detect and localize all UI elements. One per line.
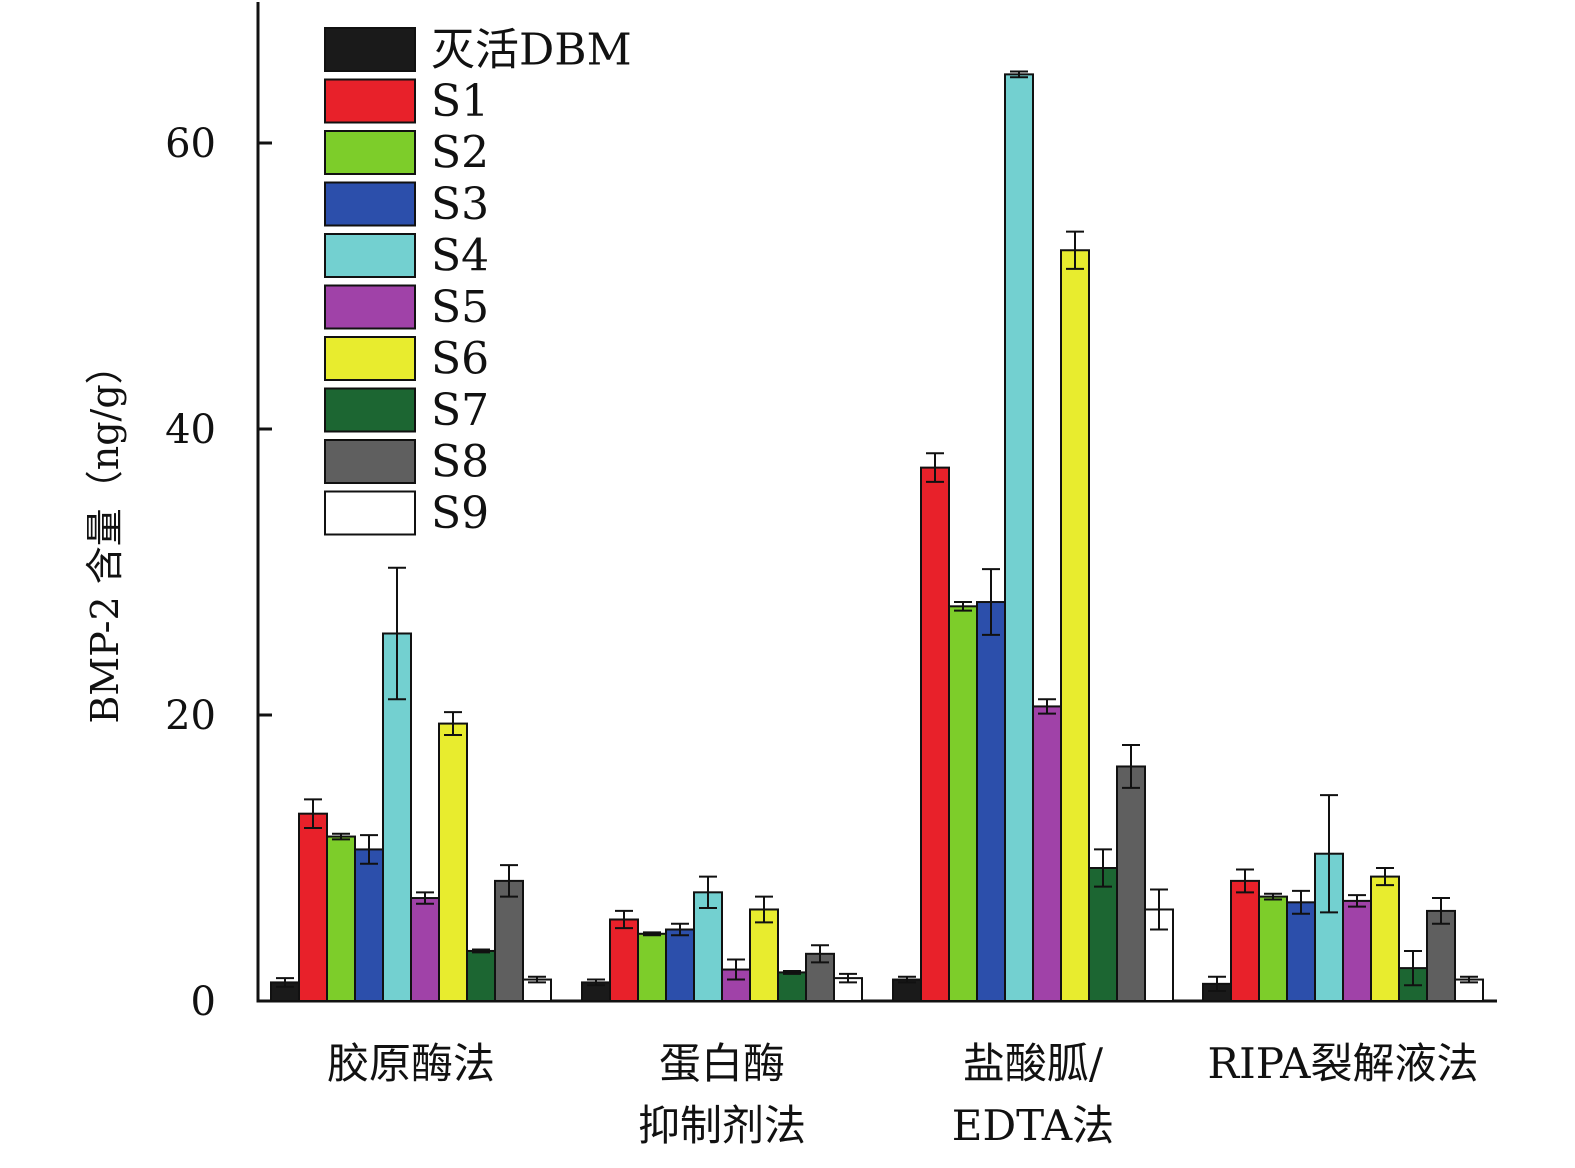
x-category-label: EDTA法 — [952, 1101, 1114, 1150]
y-tick-label: 0 — [191, 979, 216, 1025]
legend-label: S8 — [431, 437, 489, 488]
legend-label: S9 — [431, 488, 489, 539]
bar — [749, 908, 779, 1002]
bar — [1088, 867, 1118, 1003]
bar — [326, 835, 356, 1002]
bar — [354, 848, 384, 1002]
legend-swatch — [324, 387, 416, 433]
bar — [298, 812, 328, 1002]
bar — [466, 949, 496, 1003]
bar — [1230, 879, 1260, 1003]
x-category-label: 蛋白酶 — [659, 1039, 785, 1088]
bar — [1426, 909, 1456, 1002]
x-category-label: RIPA裂解液法 — [1208, 1039, 1479, 1088]
x-category-label: 盐酸胍/ — [963, 1039, 1104, 1088]
bar — [410, 897, 440, 1002]
legend-swatch — [324, 336, 416, 381]
bar — [1258, 895, 1288, 1002]
bar — [1032, 705, 1062, 1002]
legend-label: S3 — [431, 179, 489, 230]
x-category-label: 抑制剂法 — [638, 1101, 806, 1150]
bar — [948, 605, 978, 1002]
legend-swatch — [324, 233, 416, 278]
legend-label: S4 — [431, 231, 489, 282]
bar — [1004, 73, 1034, 1003]
x-category-label: 胶原酶法 — [327, 1039, 495, 1088]
legend-label: S1 — [431, 76, 489, 127]
legend-swatch — [324, 130, 416, 175]
legend-swatch — [324, 439, 416, 484]
legend-swatch — [324, 78, 416, 124]
bar — [1116, 765, 1146, 1002]
bar — [438, 722, 468, 1003]
bar — [665, 928, 695, 1002]
chart-bars — [270, 70, 1484, 1003]
legend-label: S2 — [431, 128, 489, 179]
y-tick-label: 60 — [165, 121, 216, 167]
bar — [777, 971, 807, 1003]
y-axis-label: BMP-2 含量（ng/g） — [83, 346, 127, 723]
bar — [494, 879, 524, 1003]
legend-label: S7 — [431, 385, 489, 436]
legend-label: 灭活DBM — [431, 25, 632, 76]
bar — [1060, 249, 1090, 1002]
legend-swatch — [324, 27, 416, 72]
bar — [1370, 875, 1400, 1003]
bar — [976, 601, 1006, 1003]
legend-swatch — [324, 490, 416, 536]
bar — [637, 932, 667, 1002]
y-tick-label: 20 — [165, 693, 216, 739]
legend-label: S6 — [431, 334, 489, 385]
legend-swatch — [324, 284, 416, 330]
bar — [920, 466, 950, 1002]
legend-swatch — [324, 181, 416, 227]
y-tick-label: 40 — [165, 407, 216, 453]
bar — [1286, 901, 1316, 1003]
bar — [1342, 899, 1372, 1003]
legend-label: S5 — [431, 282, 489, 333]
bar — [609, 918, 639, 1002]
